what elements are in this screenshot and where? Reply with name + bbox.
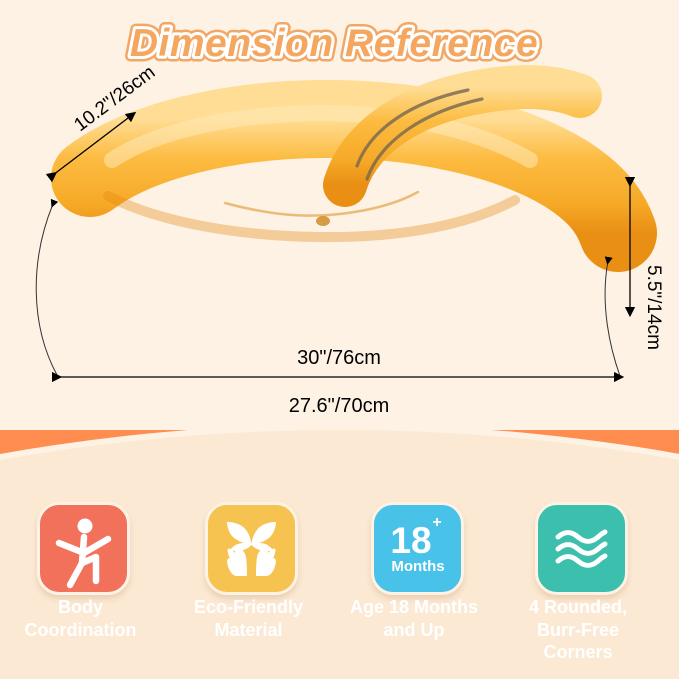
svg-text:Dimension Reference: Dimension Reference <box>130 22 538 65</box>
svg-text:30"/76cm: 30"/76cm <box>297 347 381 369</box>
svg-text:+: + <box>432 514 441 531</box>
svg-text:Months: Months <box>391 558 444 575</box>
svg-text:27.6"/70cm: 27.6"/70cm <box>289 395 390 417</box>
svg-text:5.5"/14cm: 5.5"/14cm <box>643 265 664 350</box>
svg-text:18: 18 <box>390 520 431 561</box>
